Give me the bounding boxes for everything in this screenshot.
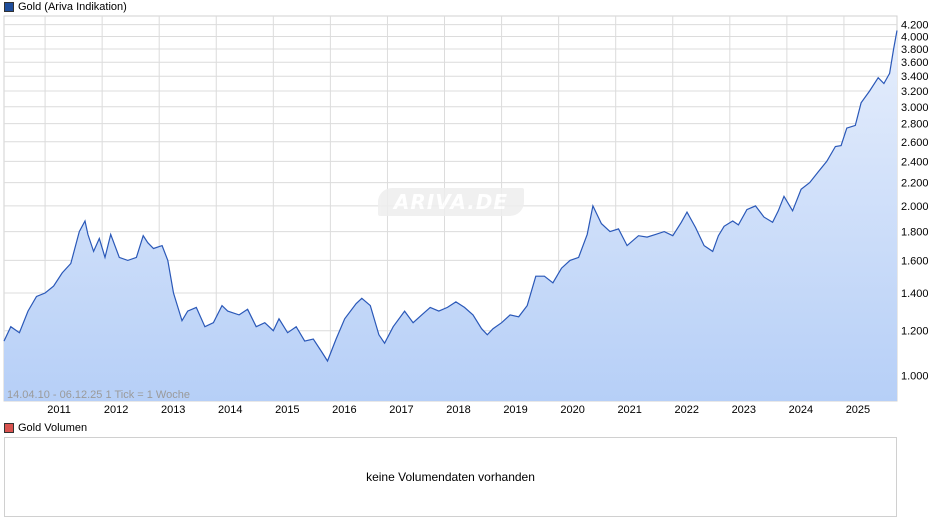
y-tick-label: 3.400	[901, 71, 929, 83]
y-tick-label: 1.000	[901, 370, 929, 382]
price-legend-label: Gold (Ariva Indikation)	[18, 1, 127, 13]
y-tick-label: 3.200	[901, 86, 929, 98]
x-tick-label: 2023	[732, 404, 756, 416]
x-tick-label: 2015	[275, 404, 299, 416]
y-tick-label: 2.200	[901, 178, 929, 190]
y-tick-label: 4.000	[901, 31, 929, 43]
y-tick-label: 4.200	[901, 20, 929, 32]
volume-panel: keine Volumendaten vorhanden	[4, 437, 897, 517]
x-tick-label: 2021	[617, 404, 641, 416]
y-tick-label: 3.800	[901, 44, 929, 56]
y-tick-label: 2.800	[901, 119, 929, 131]
volume-legend-swatch	[4, 423, 14, 433]
x-tick-label: 2012	[104, 404, 128, 416]
volume-legend: Gold Volumen	[4, 422, 87, 434]
ariva-watermark-logo: ARIVA.DE	[378, 188, 524, 216]
y-tick-label: 1.200	[901, 326, 929, 338]
x-tick-label: 2018	[446, 404, 470, 416]
volume-legend-label: Gold Volumen	[18, 422, 88, 434]
y-tick-label: 1.600	[901, 255, 929, 267]
price-chart: 1.000 1.200 1.400 1.600 1.800 2.000 2.200 2.400…	[3, 15, 929, 416]
x-tick-label: 2019	[503, 404, 527, 416]
date-range-label: 14.04.10 - 06.12.25 1 Tick = 1 Woche	[7, 389, 190, 401]
x-tick-label: 2025	[846, 404, 870, 416]
x-tick-label: 2014	[218, 404, 242, 416]
watermark-text: ARIVA.DE	[393, 190, 509, 214]
x-tick-label: 2024	[789, 404, 813, 416]
no-volume-message: keine Volumendaten vorhanden	[366, 470, 535, 484]
y-tick-label: 3.000	[901, 102, 929, 114]
y-tick-label: 1.800	[901, 227, 929, 239]
y-tick-label: 2.000	[901, 201, 929, 213]
x-tick-label: 2022	[675, 404, 699, 416]
y-tick-label: 2.400	[901, 156, 929, 168]
price-legend-swatch	[4, 2, 14, 12]
price-area	[4, 30, 897, 401]
x-tick-label: 2011	[47, 404, 71, 416]
y-tick-label: 2.600	[901, 137, 929, 149]
price-line	[3, 30, 898, 363]
price-legend: Gold (Ariva Indikation)	[4, 1, 127, 13]
x-tick-label: 2020	[560, 404, 584, 416]
x-tick-label: 2016	[332, 404, 356, 416]
y-tick-label: 1.400	[901, 288, 929, 300]
x-tick-label: 2013	[161, 404, 185, 416]
y-tick-label: 3.600	[901, 57, 929, 69]
x-tick-label: 2017	[389, 404, 413, 416]
